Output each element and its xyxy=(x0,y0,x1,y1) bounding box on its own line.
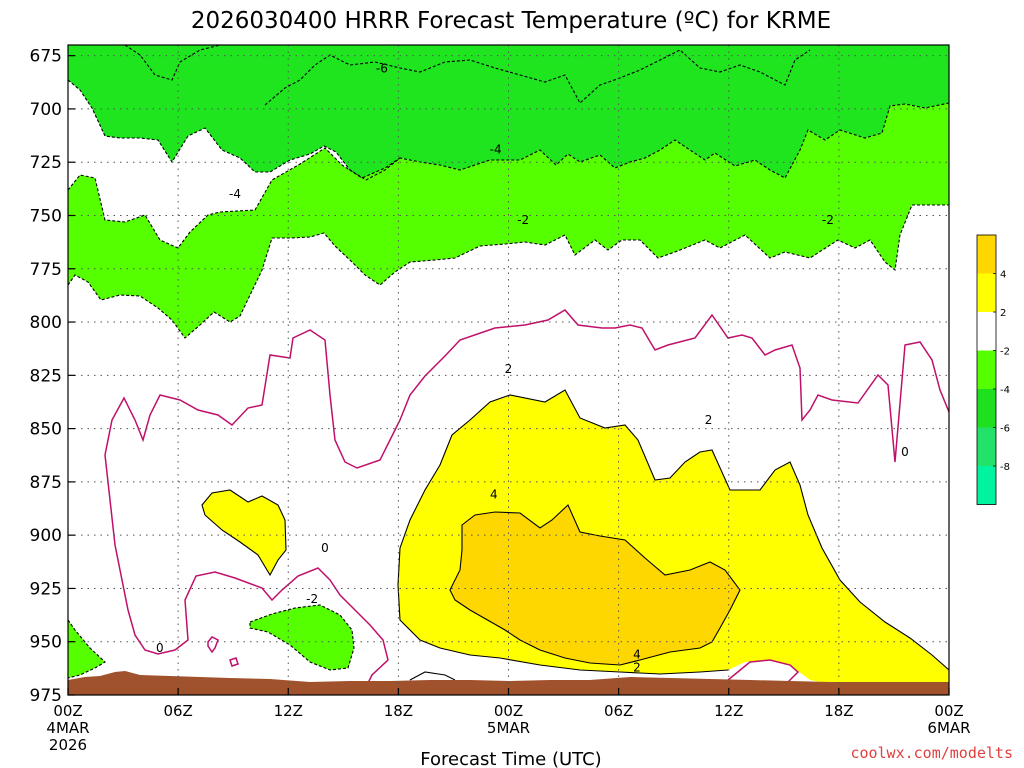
contour-plus4 xyxy=(449,504,741,666)
contour-zero-lower xyxy=(104,454,389,684)
contour-plus2-lower xyxy=(397,547,729,675)
chart-title: 2026030400 HRRR Forecast Temperature (ºC… xyxy=(191,8,831,34)
contour-label: -4 xyxy=(490,142,502,156)
contour-label: -2 xyxy=(517,213,529,227)
colorbar-swatch xyxy=(977,273,996,312)
colorbar-swatch xyxy=(977,312,996,351)
region-above-plus4 xyxy=(450,505,740,665)
x-tick-label: 00Z xyxy=(934,702,963,720)
x-tick-label: 12Z xyxy=(714,702,743,720)
colorbar-swatch xyxy=(977,235,996,274)
x-tick-label: 00Z xyxy=(494,702,523,720)
contour-zero-small2 xyxy=(229,657,239,667)
y-tick-label: 850 xyxy=(30,420,62,440)
contour-label: 2 xyxy=(633,660,641,674)
colorbar: 4 2 -2 -4 -6 -8 xyxy=(976,234,1010,505)
colorbar-label: -8 xyxy=(1000,462,1010,473)
contour-label: -2 xyxy=(822,213,834,227)
contour-minus2 xyxy=(68,204,949,339)
colorbar-swatch xyxy=(977,389,996,428)
y-tick-label: 800 xyxy=(30,313,62,333)
contour-label: -4 xyxy=(229,187,241,201)
grid-lines xyxy=(68,45,949,696)
y-tick-label: 825 xyxy=(30,366,62,386)
x-tick-label: 00Z xyxy=(53,702,82,720)
y-axis: 675 700 725 750 775 800 825 850 875 900 925 950 975 xyxy=(30,47,75,706)
contour-minus4 xyxy=(68,147,401,249)
contour-label: 4 xyxy=(633,648,641,662)
region-cold-blob xyxy=(250,605,354,670)
region-lowleft-cold xyxy=(68,620,105,678)
x-tick-label: 12Z xyxy=(274,702,303,720)
contour-label: 0 xyxy=(156,641,164,655)
temperature-field xyxy=(68,45,949,695)
x-tick-label: 2026 xyxy=(49,736,87,754)
contour-label: 2 xyxy=(705,413,713,427)
colorbar-label: 4 xyxy=(1000,270,1006,281)
contour-label: 0 xyxy=(321,541,329,555)
x-tick-label: 06Z xyxy=(163,702,192,720)
y-tick-label: 950 xyxy=(30,633,62,653)
y-tick-label: 975 xyxy=(30,686,62,706)
contour-minus6-upper xyxy=(124,45,811,106)
region-plus2-blob-small xyxy=(202,490,286,575)
contour-zero-right xyxy=(727,659,800,683)
contour-label: 2 xyxy=(505,362,513,376)
x-tick-label: 4MAR xyxy=(46,719,89,737)
x-axis-label: Forecast Time (UTC) xyxy=(420,749,601,768)
colorbar-label: -2 xyxy=(1000,347,1010,358)
contour-label: 4 xyxy=(490,488,498,502)
colorbar-swatch xyxy=(977,427,996,466)
x-tick-label: 6MAR xyxy=(927,719,970,737)
colorbar-frame xyxy=(976,234,997,505)
contour-plus2-small xyxy=(201,489,287,577)
contour-lines xyxy=(68,45,949,684)
contour-label: -2 xyxy=(306,592,318,606)
contour-label: 0 xyxy=(901,445,909,459)
colorbar-swatch xyxy=(977,350,996,389)
y-tick-label: 900 xyxy=(30,526,62,546)
y-tick-label: 775 xyxy=(30,260,62,280)
contour-plus2-bottom xyxy=(409,671,456,681)
contour-minus2-lowleft xyxy=(68,619,106,679)
credit-text: coolwx.com/modelts xyxy=(850,744,1013,762)
x-tick-label: 18Z xyxy=(384,702,413,720)
y-tick-label: 875 xyxy=(30,473,62,493)
colorbar-label: -4 xyxy=(1000,385,1010,396)
x-tick-label: 18Z xyxy=(824,702,853,720)
colorbar-label: 2 xyxy=(1000,308,1006,319)
y-tick-label: 675 xyxy=(30,47,62,67)
colorbar-swatch xyxy=(977,466,996,505)
y-tick-label: 700 xyxy=(30,100,62,120)
colorbar-label: -6 xyxy=(1000,424,1010,435)
contour-label: -6 xyxy=(376,61,388,75)
y-tick-label: 725 xyxy=(30,153,62,173)
contour-plus2 xyxy=(399,389,949,671)
contour-minus2-blob xyxy=(249,604,355,671)
contour-zero-small1 xyxy=(207,636,219,654)
x-tick-label: 06Z xyxy=(604,702,633,720)
y-tick-label: 925 xyxy=(30,579,62,599)
y-tick-label: 750 xyxy=(30,206,62,226)
x-tick-label: 5MAR xyxy=(487,719,530,737)
